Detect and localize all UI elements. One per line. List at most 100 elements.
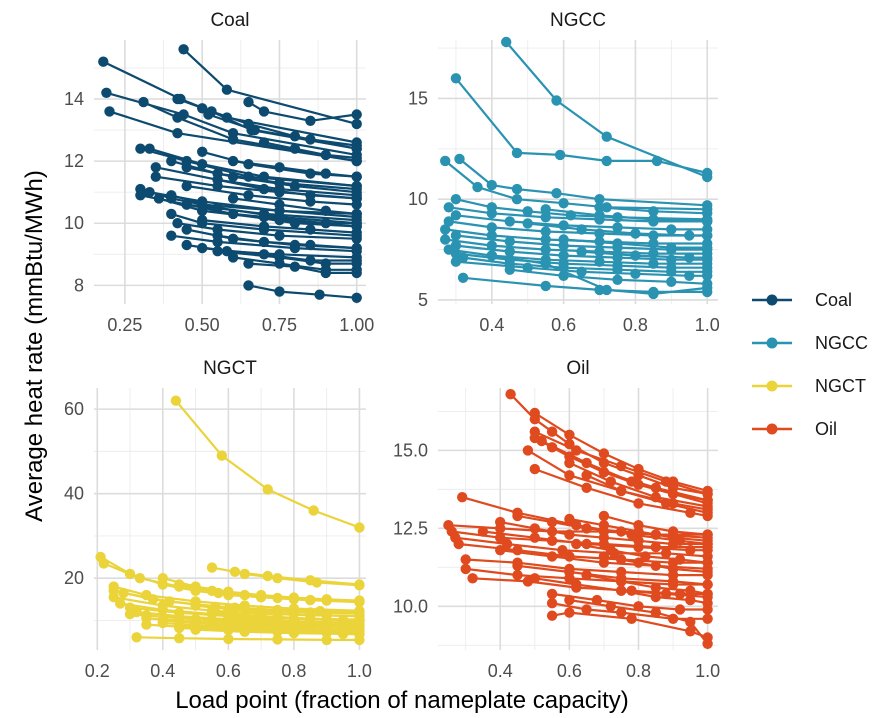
data-point xyxy=(174,633,185,644)
data-point xyxy=(144,143,155,154)
panel-coal: Coal 0.25 0.50 0.75 1.00 8 10 12 14 xyxy=(64,10,374,335)
data-point xyxy=(512,569,523,581)
data-point xyxy=(495,532,506,543)
data-point xyxy=(174,622,185,634)
data-point xyxy=(564,607,575,618)
data-point xyxy=(223,603,234,615)
series-line xyxy=(247,262,358,274)
data-point xyxy=(529,523,540,534)
series-line xyxy=(122,591,361,615)
data-point xyxy=(660,498,672,509)
data-point xyxy=(633,498,644,509)
data-point xyxy=(651,155,663,167)
data-point xyxy=(529,573,540,584)
facet-title: NGCC xyxy=(550,10,606,31)
series-group xyxy=(98,44,362,303)
data-point xyxy=(581,523,592,534)
data-point xyxy=(210,601,221,613)
data-point xyxy=(648,288,659,300)
series-line xyxy=(444,159,709,211)
data-point xyxy=(170,395,182,406)
data-point xyxy=(522,262,533,273)
data-point xyxy=(239,589,250,601)
data-point xyxy=(486,179,497,191)
data-point xyxy=(258,221,270,232)
data-point xyxy=(616,460,627,472)
data-point xyxy=(685,594,696,606)
series-line xyxy=(185,166,358,194)
legend-key-marker xyxy=(766,337,778,349)
data-point xyxy=(581,604,592,615)
data-point xyxy=(674,554,686,565)
series-line xyxy=(170,234,358,253)
data-point xyxy=(274,258,285,269)
data-point xyxy=(223,586,234,597)
data-point xyxy=(354,626,365,637)
data-point xyxy=(440,234,451,245)
x-tick-label: 0.4 xyxy=(488,661,513,681)
series-line xyxy=(454,252,709,269)
data-point xyxy=(450,194,462,205)
series-line xyxy=(174,399,361,529)
data-point xyxy=(172,218,183,229)
data-point xyxy=(605,545,616,556)
data-point xyxy=(601,284,612,296)
y-tick-label: 5 xyxy=(418,290,428,310)
data-point xyxy=(598,551,610,562)
data-point xyxy=(546,516,558,528)
data-point xyxy=(181,239,192,251)
series-line xyxy=(580,250,709,259)
y-tick-label: 12.5 xyxy=(393,518,428,538)
legend-label: Coal xyxy=(815,290,852,310)
data-point xyxy=(702,242,713,253)
data-point xyxy=(564,470,575,481)
data-point xyxy=(118,587,129,599)
data-point xyxy=(354,595,365,606)
data-point xyxy=(172,112,183,123)
data-point xyxy=(564,513,575,525)
data-point xyxy=(181,162,192,173)
data-point xyxy=(124,608,136,620)
data-point xyxy=(320,168,331,179)
data-point xyxy=(320,218,331,229)
data-point xyxy=(131,632,142,643)
y-tick-label: 20 xyxy=(64,568,84,588)
series-line xyxy=(444,238,709,255)
legend-item-coal: Coal xyxy=(752,290,852,310)
series-line xyxy=(201,219,358,234)
data-point xyxy=(674,604,686,615)
data-point xyxy=(104,106,115,117)
series-line xyxy=(454,234,709,251)
data-point xyxy=(558,270,569,281)
data-point xyxy=(305,115,316,127)
data-point xyxy=(546,442,558,453)
data-point xyxy=(115,598,126,609)
data-point xyxy=(564,594,575,606)
data-point xyxy=(181,224,192,235)
data-point xyxy=(540,212,551,223)
y-tick-label: 12 xyxy=(64,151,84,171)
y-tick-label: 15.0 xyxy=(393,440,428,460)
data-point xyxy=(166,208,177,220)
data-point xyxy=(288,625,300,636)
data-point xyxy=(571,579,582,590)
x-tick-label: 0.6 xyxy=(216,661,241,681)
legend-key-marker xyxy=(766,423,778,435)
data-point xyxy=(702,167,713,179)
data-point xyxy=(223,616,234,627)
data-point xyxy=(601,131,612,142)
data-point xyxy=(243,280,254,291)
data-point xyxy=(274,286,285,297)
data-point xyxy=(576,246,587,257)
series-line xyxy=(128,612,361,627)
panel-oil: Oil 0.4 0.6 0.8 1.0 10.0 12.5 15.0 xyxy=(393,358,720,681)
data-point xyxy=(564,529,575,540)
data-point xyxy=(576,224,587,235)
data-point xyxy=(702,566,713,578)
data-point xyxy=(450,210,462,221)
data-point xyxy=(486,250,497,261)
data-point xyxy=(243,96,254,108)
data-point xyxy=(591,594,603,606)
legend-label: Oil xyxy=(815,419,837,439)
data-point xyxy=(581,470,592,481)
